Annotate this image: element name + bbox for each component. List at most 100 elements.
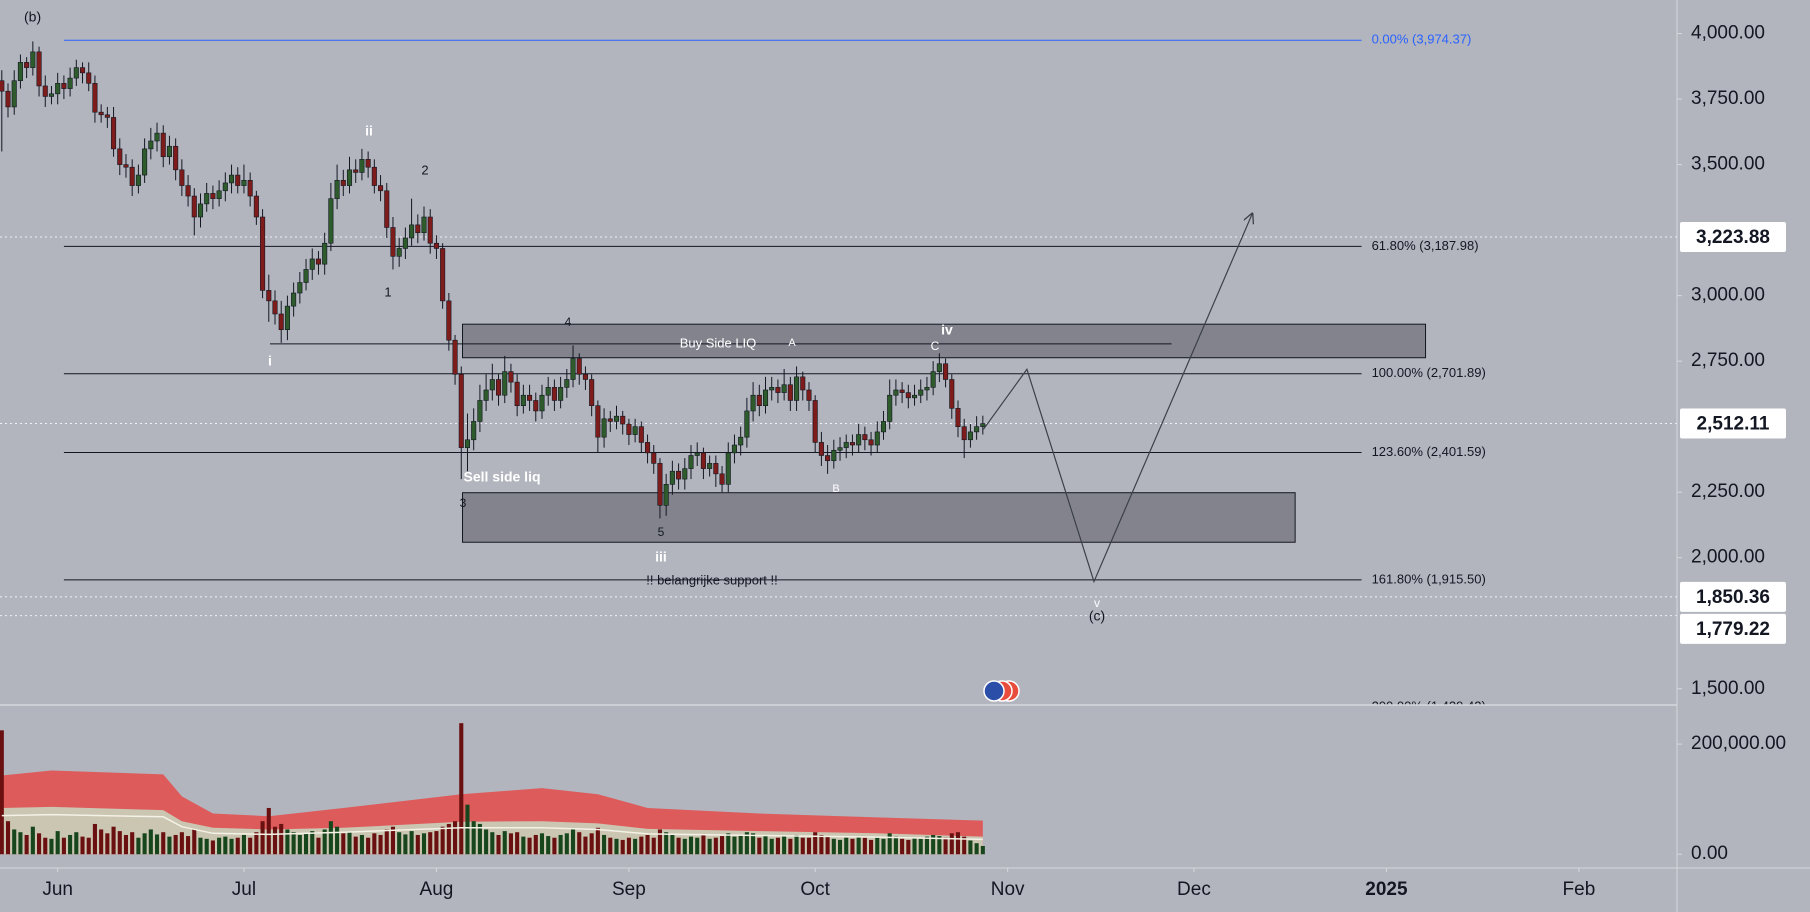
volume-bar xyxy=(186,836,191,855)
volume-bar xyxy=(136,837,141,855)
volume-bar xyxy=(204,838,209,855)
candle-body xyxy=(626,423,632,435)
candle-body xyxy=(620,415,626,425)
volume-bar xyxy=(123,834,129,855)
candle-body xyxy=(340,180,346,186)
price-marker-label: 3,223.88 xyxy=(1696,227,1770,248)
wave-label: (b) xyxy=(24,9,41,25)
candle-body xyxy=(433,242,439,249)
volume-bar xyxy=(558,834,563,855)
volume-bar xyxy=(564,833,569,855)
wave-label: 2 xyxy=(421,162,428,177)
candle-body xyxy=(818,442,824,456)
volume-bar xyxy=(968,840,973,855)
volume-bar xyxy=(577,832,582,855)
volume-bar xyxy=(595,827,600,855)
volume-bar xyxy=(664,832,669,855)
candle-body xyxy=(471,421,477,441)
candle-body xyxy=(527,394,533,401)
candle-body xyxy=(266,290,272,302)
event-icon xyxy=(983,680,1005,702)
candle-body xyxy=(222,182,228,192)
candle-body xyxy=(278,313,284,330)
volume-bar xyxy=(484,829,489,855)
candle-body xyxy=(253,195,259,218)
candle-body xyxy=(315,258,321,265)
volume-bar xyxy=(726,833,731,855)
candle-body xyxy=(216,190,222,199)
candle-body xyxy=(396,248,402,257)
volume-bar xyxy=(837,839,843,855)
candle-body xyxy=(899,389,905,393)
x-tick-label: Oct xyxy=(800,879,830,900)
volume-bar xyxy=(657,829,663,855)
candle-body xyxy=(390,227,396,257)
candle-body xyxy=(918,389,924,396)
candle-body xyxy=(645,442,651,454)
volume-bar xyxy=(279,823,284,855)
candle-body xyxy=(197,203,204,218)
volume-bar xyxy=(732,836,737,855)
wave-label: 4 xyxy=(565,315,572,329)
candle-body xyxy=(129,166,135,186)
candle-body xyxy=(812,400,818,443)
volume-bar xyxy=(850,838,855,855)
candle-body xyxy=(334,180,340,199)
candle-body xyxy=(371,166,377,186)
candle-body xyxy=(750,394,756,412)
candle-body xyxy=(73,67,79,79)
y-tick-label: 2,000.00 xyxy=(1691,547,1765,568)
wave-label: 1 xyxy=(384,284,391,299)
fib-label: 161.80% (1,915.50) xyxy=(1372,571,1486,586)
candle-body xyxy=(30,51,36,68)
y-tick-label: 2,750.00 xyxy=(1691,350,1765,371)
volume-bar xyxy=(688,836,694,855)
candle-body xyxy=(924,387,930,391)
volume-bar xyxy=(74,832,79,855)
candle-body xyxy=(508,371,514,383)
volume-band xyxy=(1,806,983,855)
volume-bar xyxy=(856,836,861,855)
volume-bar xyxy=(502,831,507,855)
liquidity-zone xyxy=(462,492,1296,543)
candle-body xyxy=(657,463,663,506)
candle-body xyxy=(111,117,117,150)
volume-bar xyxy=(887,833,892,855)
candle-body xyxy=(582,373,588,380)
volume-bar xyxy=(285,829,290,855)
candle-body xyxy=(191,195,197,218)
candle-body xyxy=(98,111,104,116)
volume-pane xyxy=(0,723,985,855)
wave-label: iii xyxy=(655,549,667,565)
candle-body xyxy=(166,145,172,158)
volume-bar xyxy=(434,831,439,855)
volume-bar xyxy=(80,836,85,855)
price-marker-box xyxy=(1680,613,1786,644)
candle-body xyxy=(800,376,806,391)
volume-bar xyxy=(291,832,296,855)
price-marker-label: 1,850.36 xyxy=(1696,587,1770,608)
volume-bar xyxy=(788,838,793,855)
volume-bar xyxy=(763,834,768,855)
candle-body xyxy=(607,418,613,422)
volume-bar xyxy=(0,730,4,855)
volume-bar xyxy=(297,834,302,855)
candle-body xyxy=(794,376,800,401)
volume-bar xyxy=(527,837,532,855)
candle-body xyxy=(825,455,831,462)
volume-bar xyxy=(912,837,917,855)
candle-body xyxy=(135,174,141,186)
price-pane: 0.00% (3,974.37) 61.80% (3,187.98) 100.00%… xyxy=(0,32,1677,705)
volume-bar xyxy=(825,836,830,855)
volume-bar xyxy=(974,843,979,855)
volume-bar xyxy=(322,829,327,855)
candle-body xyxy=(409,224,415,239)
volume-bar xyxy=(210,840,215,855)
candle-body xyxy=(694,452,700,456)
volume-bar xyxy=(235,837,240,855)
volume-bar xyxy=(471,821,476,855)
volume-bar xyxy=(751,833,756,855)
candle-body xyxy=(936,363,942,372)
candle-body xyxy=(346,169,353,186)
candle-body xyxy=(967,431,973,441)
